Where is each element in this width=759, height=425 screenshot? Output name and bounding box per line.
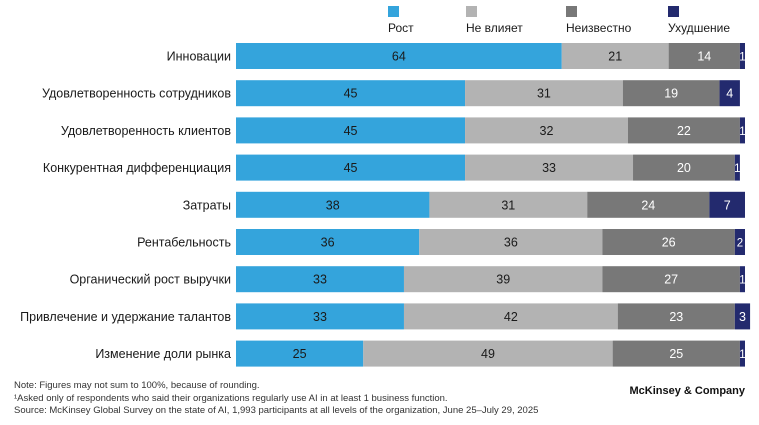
footnote-note: Note: Figures may not sum to 100%, becau…: [14, 380, 260, 391]
data-label: 45: [344, 124, 358, 138]
bar-segment: [236, 340, 364, 367]
legend-item-1-label: Рост: [388, 21, 414, 35]
data-label: 33: [542, 161, 556, 175]
category-label: Рентабельность: [137, 236, 231, 250]
category-label: Органический рост выручки: [70, 273, 231, 287]
bar-segment: [734, 154, 740, 181]
data-label: 24: [641, 198, 655, 212]
bar-segment: [236, 154, 466, 181]
data-label: 31: [501, 198, 515, 212]
data-label: 1: [739, 52, 745, 64]
category-label: Удовлетворенность сотрудников: [42, 87, 231, 101]
data-label: 19: [664, 87, 678, 101]
bar-segment: [668, 43, 740, 69]
bar-segment: [739, 266, 745, 293]
legend-item-4-swatch: [668, 6, 679, 17]
category-label: Изменение доли рынка: [95, 347, 231, 361]
bar-segment: [739, 117, 745, 144]
data-label: 1: [739, 275, 745, 287]
data-label: 25: [669, 347, 683, 361]
data-label: 1: [739, 126, 745, 138]
data-label: 7: [724, 198, 731, 212]
legend-item-3-label: Неизвестно: [566, 21, 632, 35]
bar-segment: [622, 80, 720, 107]
legend-item-3-swatch: [566, 6, 577, 17]
data-label: 64: [392, 50, 406, 64]
bar-segment: [236, 229, 420, 255]
data-label: 20: [677, 161, 691, 175]
data-label: 49: [481, 347, 495, 361]
data-label: 26: [662, 236, 676, 250]
stacked-bar-chart: Рост Не влияет Неизвестно Ухудшение Инновац…: [20, 6, 751, 367]
legend-item-2-swatch: [466, 6, 477, 17]
bar-segment: [719, 80, 740, 107]
category-label: Привлечение и удержание талантов: [20, 310, 231, 324]
bar-segment: [236, 80, 466, 107]
bar-segment: [734, 303, 751, 330]
bar-segment: [236, 266, 404, 293]
data-label: 1: [739, 349, 745, 361]
data-label: 45: [344, 87, 358, 101]
bar-segment: [633, 154, 735, 181]
bar-segment: [403, 266, 603, 293]
data-label: 36: [321, 236, 335, 250]
bar-segment: [465, 117, 628, 144]
legend: Рост Не влияет Неизвестно Ухудшение: [388, 6, 730, 35]
category-label: Инновации: [167, 50, 231, 64]
data-label: 36: [504, 236, 518, 250]
data-label: 23: [669, 310, 683, 324]
bar-segment: [465, 154, 634, 181]
bar-segment: [734, 229, 745, 255]
bar-segment: [587, 191, 710, 218]
bar-segment: [236, 303, 404, 330]
bar-segment: [739, 43, 745, 69]
data-label: 32: [540, 124, 554, 138]
data-label: 38: [326, 198, 340, 212]
data-label: 33: [313, 310, 327, 324]
bar-segment: [617, 303, 735, 330]
data-label: 22: [677, 124, 691, 138]
bar-segment: [429, 191, 588, 218]
bar-segment: [236, 191, 430, 218]
bar-segment: [465, 80, 623, 107]
data-label: 25: [293, 347, 307, 361]
category-label: Конкурентная дифференциация: [43, 161, 231, 175]
bar-segment: [561, 43, 669, 69]
data-label: 42: [504, 310, 518, 324]
bar-segment: [363, 340, 613, 367]
bar-segment: [403, 303, 618, 330]
bar-segment: [627, 117, 740, 144]
data-label: 1: [734, 163, 740, 175]
bar-segment: [612, 340, 740, 367]
data-label: 21: [608, 50, 622, 64]
category-label: Удовлетворенность клиентов: [61, 124, 231, 138]
data-label: 4: [726, 87, 733, 101]
bar-segment: [236, 117, 466, 144]
bar-segment: [602, 229, 735, 255]
data-label: 14: [697, 50, 711, 64]
footnote-source: Source: McKinsey Global Survey on the st…: [14, 405, 539, 416]
bar-segment: [236, 43, 562, 69]
data-label: 33: [313, 273, 327, 287]
data-label: 2: [737, 238, 743, 250]
bar-segment: [602, 266, 740, 293]
legend-item-2-label: Не влияет: [466, 21, 523, 35]
data-label: 3: [739, 310, 746, 324]
bar-segment: [709, 191, 745, 218]
legend-item-1-swatch: [388, 6, 399, 17]
footnotes: Note: Figures may not sum to 100%, becau…: [14, 380, 538, 418]
legend-item-4-label: Ухудшение: [668, 21, 730, 35]
bar-segment: [739, 340, 745, 367]
data-label: 27: [664, 273, 678, 287]
category-label: Затраты: [183, 198, 231, 212]
footnote-asked: ¹Asked only of respondents who said thei…: [14, 392, 448, 404]
data-label: 31: [537, 87, 551, 101]
data-label: 39: [496, 273, 510, 287]
bar-segment: [419, 229, 603, 255]
data-label: 45: [344, 161, 358, 175]
brand-logo: McKinsey & Company: [629, 385, 745, 397]
